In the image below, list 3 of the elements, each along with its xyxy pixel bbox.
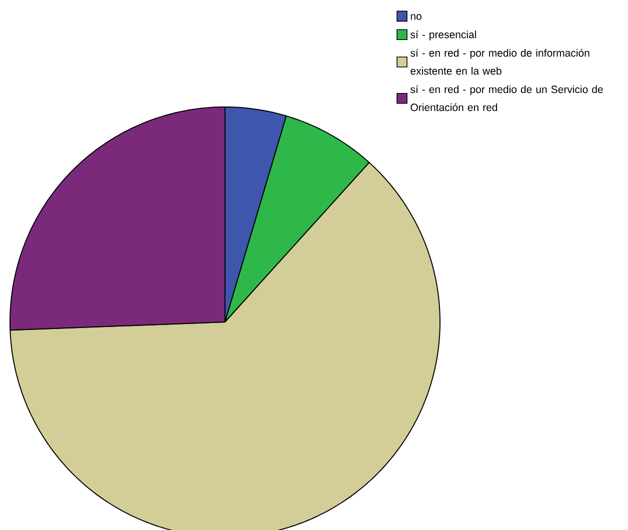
legend-label: sí - presencial — [410, 30, 476, 40]
legend-label: no — [410, 14, 422, 20]
legend-label: sí - en red - por medio de un Servicio de Orientación en red — [410, 85, 603, 112]
